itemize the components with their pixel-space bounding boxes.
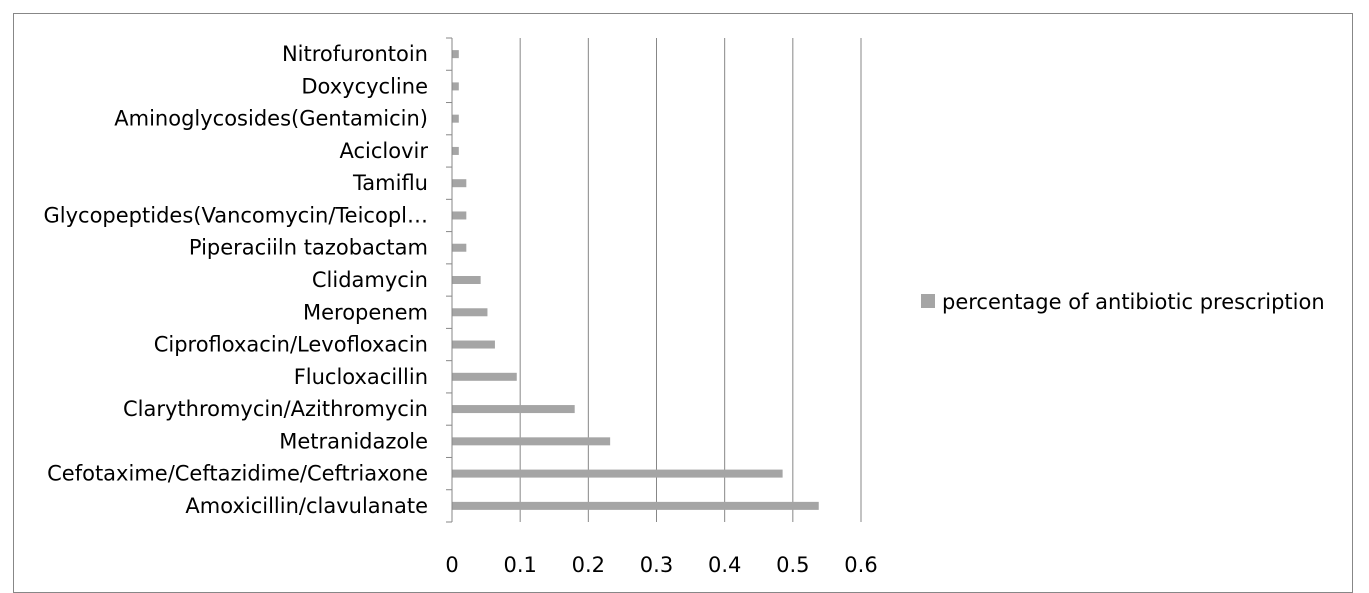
- bar: [452, 308, 488, 317]
- category-label: Doxycycline: [301, 74, 428, 98]
- category-label: Tamiflu: [352, 171, 428, 195]
- category-label: Meropenem: [303, 300, 428, 324]
- bar: [452, 50, 459, 59]
- chart-frame: [13, 13, 1353, 593]
- category-label: Aminoglycosides(Gentamicin): [114, 107, 428, 131]
- category-label: Clarythromycin/Azithromycin: [123, 397, 428, 421]
- x-tick-label: 0.2: [572, 553, 605, 577]
- category-label: Glycopeptides(Vancomycin/Teicopl…: [44, 203, 429, 227]
- x-tick-labels: 0 0.1 0.2 0.3 0.4 0.5 0.6: [445, 553, 877, 577]
- x-tick-label: 0.3: [640, 553, 673, 577]
- legend: percentage of antibiotic prescription: [921, 290, 1325, 314]
- bar: [452, 82, 459, 91]
- x-tick-label: 0.6: [844, 553, 877, 577]
- bar: [452, 146, 459, 155]
- grid-lines: [519, 38, 862, 522]
- x-tick-label: 0.5: [776, 553, 809, 577]
- x-tick-label: 0.1: [503, 553, 536, 577]
- bar: [452, 372, 517, 381]
- bar: [452, 437, 611, 446]
- bar: [452, 179, 467, 188]
- category-label: Clidamycin: [312, 268, 428, 292]
- bar: [452, 469, 783, 478]
- category-label: Nitrofurontoin: [282, 42, 428, 66]
- category-label: Metranidazole: [279, 429, 428, 453]
- x-tick-label: 0.4: [708, 553, 741, 577]
- category-label: Cefotaxime/Ceftazidime/Ceftriaxone: [47, 462, 428, 486]
- category-label: Aciclovir: [339, 139, 428, 163]
- bars: [452, 50, 819, 510]
- bar: [452, 340, 495, 349]
- legend-swatch: [921, 294, 935, 308]
- bar: [452, 243, 467, 252]
- legend-label: percentage of antibiotic prescription: [942, 290, 1325, 314]
- bar: [452, 405, 575, 414]
- category-label: Piperaciiln tazobactam: [189, 236, 428, 260]
- bar: [452, 501, 819, 510]
- bar: [452, 211, 467, 220]
- bar: [452, 276, 481, 284]
- category-label: Ciprofloxacin/Levofloxacin: [154, 333, 428, 357]
- category-label: Flucloxacillin: [294, 365, 428, 389]
- axes: [446, 37, 453, 523]
- x-tick-label: 0: [445, 553, 458, 577]
- category-labels: Amoxicillin/clavulanate Cefotaxime/Ceftaz…: [44, 42, 429, 518]
- category-label: Amoxicillin/clavulanate: [185, 494, 428, 518]
- bar: [452, 114, 459, 123]
